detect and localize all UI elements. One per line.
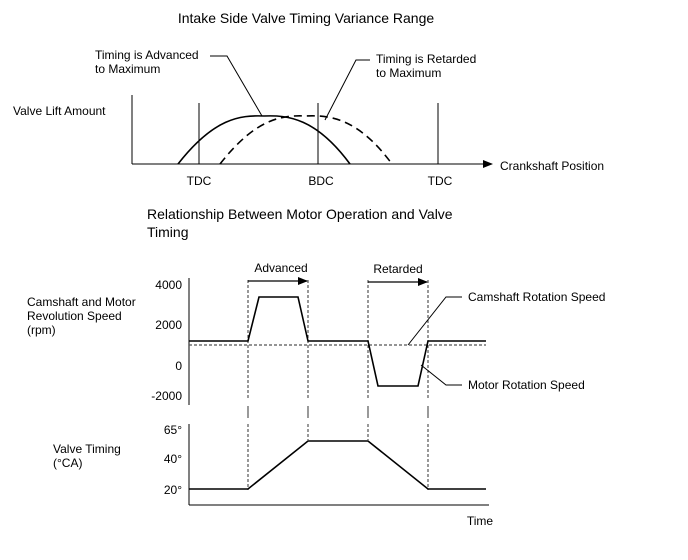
advanced-lift-curve	[177, 115, 351, 165]
motor-rotation-speed-line	[189, 296, 486, 387]
crankshaft-axis-label: Crankshaft Position	[500, 159, 604, 173]
speed-tick-2000: 2000	[155, 318, 182, 332]
lift-diagram: Intake Side Valve Timing Variance Range …	[13, 10, 604, 188]
motor-callout-leader	[420, 364, 462, 386]
tdc-label-1: TDC	[187, 174, 212, 188]
timing-tick-65: 65°	[164, 423, 182, 437]
valve-timing-label-line1: Valve Timing	[53, 442, 121, 456]
timing-tick-40: 40°	[164, 452, 182, 466]
advanced-phase-label: Advanced	[254, 261, 307, 275]
motor-speed-callout: Motor Rotation Speed	[468, 378, 585, 392]
advanced-callout-line2: to Maximum	[95, 62, 160, 76]
retarded-phase-label: Retarded	[373, 262, 422, 276]
speed-axis-label-line1: Camshaft and Motor	[27, 295, 136, 309]
speed-tick-minus-2000: -2000	[151, 389, 182, 403]
camshaft-speed-callout: Camshaft Rotation Speed	[468, 290, 605, 304]
retarded-callout-line2: to Maximum	[376, 66, 441, 80]
relationship-title-line2: Timing	[147, 224, 189, 240]
retarded-callout-line1: Timing is Retarded	[376, 52, 476, 66]
valve-timing-label-line2: (°CA)	[53, 456, 82, 470]
valve-timing-line	[189, 440, 486, 490]
speed-axis-label-line2: Revolution Speed	[27, 309, 122, 323]
advanced-callout-leader	[210, 55, 263, 117]
motor-operation-diagram: Relationship Between Motor Operation and…	[27, 206, 605, 528]
speed-axis-label-line3: (rpm)	[27, 323, 56, 337]
retarded-callout-leader	[324, 59, 370, 121]
valve-lift-axis-label: Valve Lift Amount	[13, 104, 106, 118]
timing-tick-20: 20°	[164, 483, 182, 497]
bdc-label: BDC	[308, 174, 334, 188]
phase-guide-lines	[247, 280, 429, 490]
tdc-label-2: TDC	[428, 174, 453, 188]
time-axis-label: Time	[467, 514, 494, 528]
retarded-lift-curve	[219, 115, 393, 165]
camshaft-callout-leader	[407, 296, 462, 346]
speed-tick-4000: 4000	[155, 278, 182, 292]
lift-diagram-title: Intake Side Valve Timing Variance Range	[178, 10, 435, 26]
relationship-title-line1: Relationship Between Motor Operation and…	[147, 206, 453, 222]
advanced-callout-line1: Timing is Advanced	[95, 48, 199, 62]
speed-tick-0: 0	[175, 359, 182, 373]
